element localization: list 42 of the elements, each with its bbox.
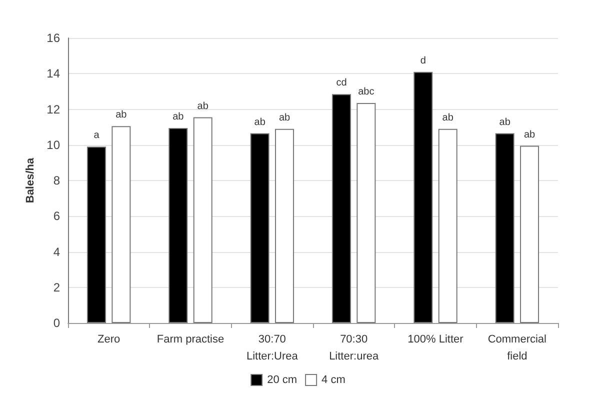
bar <box>193 117 212 323</box>
y-tick-label: 0 <box>53 316 60 330</box>
data-label: ab <box>197 100 209 112</box>
y-axis-title: Bales/ha <box>24 156 36 204</box>
data-label: ab <box>254 116 266 128</box>
y-tick-label: 12 <box>46 102 60 116</box>
bar <box>168 128 188 323</box>
y-tick-label: 8 <box>53 174 60 188</box>
data-label: abc <box>358 86 374 98</box>
x-tick-label: 30:70 Litter:Urea <box>246 334 299 362</box>
y-tick-label: 10 <box>46 138 60 152</box>
y-tick-label: 16 <box>46 31 60 45</box>
legend-label: 20 cm <box>267 374 298 386</box>
bar <box>520 146 540 323</box>
data-label: ab <box>499 116 511 128</box>
x-tick-label: 70:30 Litter:urea <box>329 334 380 362</box>
y-tick-label: 2 <box>53 280 60 294</box>
x-tick-label: Farm practise <box>156 334 224 346</box>
data-label: ab <box>172 111 184 122</box>
x-tick-label: Zero <box>98 334 120 346</box>
data-label: ab <box>524 129 536 140</box>
bar <box>356 103 376 323</box>
y-tick-label: 6 <box>53 209 60 224</box>
x-tick-label: 100% Litter <box>408 334 464 346</box>
bar <box>86 146 106 323</box>
bar <box>275 128 294 323</box>
bar <box>495 133 514 323</box>
bar <box>438 128 458 323</box>
bar <box>250 133 270 323</box>
y-tick-label: 4 <box>53 244 60 259</box>
data-label: d <box>420 55 426 66</box>
data-label: cd <box>336 78 347 89</box>
data-label: a <box>94 130 100 142</box>
data-label: ab <box>442 112 454 124</box>
bar <box>414 72 433 323</box>
data-label: ab <box>278 112 291 124</box>
x-tick-label: Commercial field <box>488 334 547 362</box>
legend-label: 4 cm <box>322 374 346 386</box>
bar <box>332 94 351 323</box>
data-label: ab <box>116 110 128 121</box>
bar <box>112 126 131 323</box>
y-tick-label: 14 <box>46 66 60 81</box>
